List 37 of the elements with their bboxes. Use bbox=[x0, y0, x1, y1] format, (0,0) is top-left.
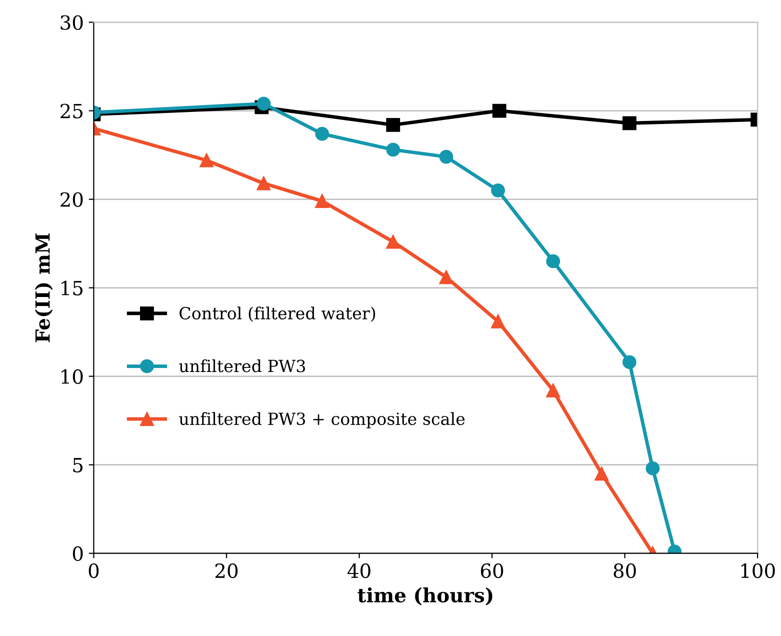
y-tick-label: 5 bbox=[73, 458, 82, 472]
point bbox=[546, 384, 560, 398]
y-tick-label: 25 bbox=[60, 104, 82, 118]
x-tick-label: 60 bbox=[480, 563, 504, 578]
x-tick-label: 80 bbox=[614, 563, 636, 578]
legend-label: unfiltered PW3 bbox=[179, 359, 306, 372]
point bbox=[646, 461, 660, 476]
y-tick-label: 15 bbox=[62, 280, 82, 296]
point bbox=[546, 254, 560, 268]
x-tick-label: 100 bbox=[741, 563, 775, 578]
x-tick-label: 40 bbox=[347, 563, 370, 578]
point bbox=[315, 194, 330, 208]
point bbox=[492, 104, 506, 118]
point bbox=[491, 183, 505, 198]
point bbox=[386, 142, 400, 157]
point bbox=[386, 118, 400, 132]
point bbox=[594, 466, 609, 481]
y-tick-label: 0 bbox=[72, 546, 83, 561]
point bbox=[200, 153, 214, 168]
y-tick-label: 10 bbox=[62, 369, 83, 384]
point bbox=[439, 270, 454, 284]
y-axis-title: Fe(II) mM bbox=[34, 233, 53, 342]
point bbox=[315, 126, 330, 141]
x-tick-label: 0 bbox=[88, 563, 99, 578]
point bbox=[439, 150, 454, 164]
y-tick-label: 30 bbox=[60, 15, 83, 30]
x-axis-title: time (hours) bbox=[358, 587, 492, 606]
point bbox=[622, 355, 636, 370]
y-tick-label: 20 bbox=[60, 192, 83, 207]
legend-label: Control (filtered water) bbox=[180, 306, 376, 322]
point bbox=[256, 96, 271, 111]
point bbox=[622, 116, 636, 130]
point bbox=[256, 176, 271, 190]
point bbox=[491, 314, 505, 328]
point bbox=[386, 234, 400, 249]
legend-label: unfiltered PW3 + composite scale bbox=[179, 412, 465, 428]
x-tick-label: 20 bbox=[215, 563, 238, 578]
